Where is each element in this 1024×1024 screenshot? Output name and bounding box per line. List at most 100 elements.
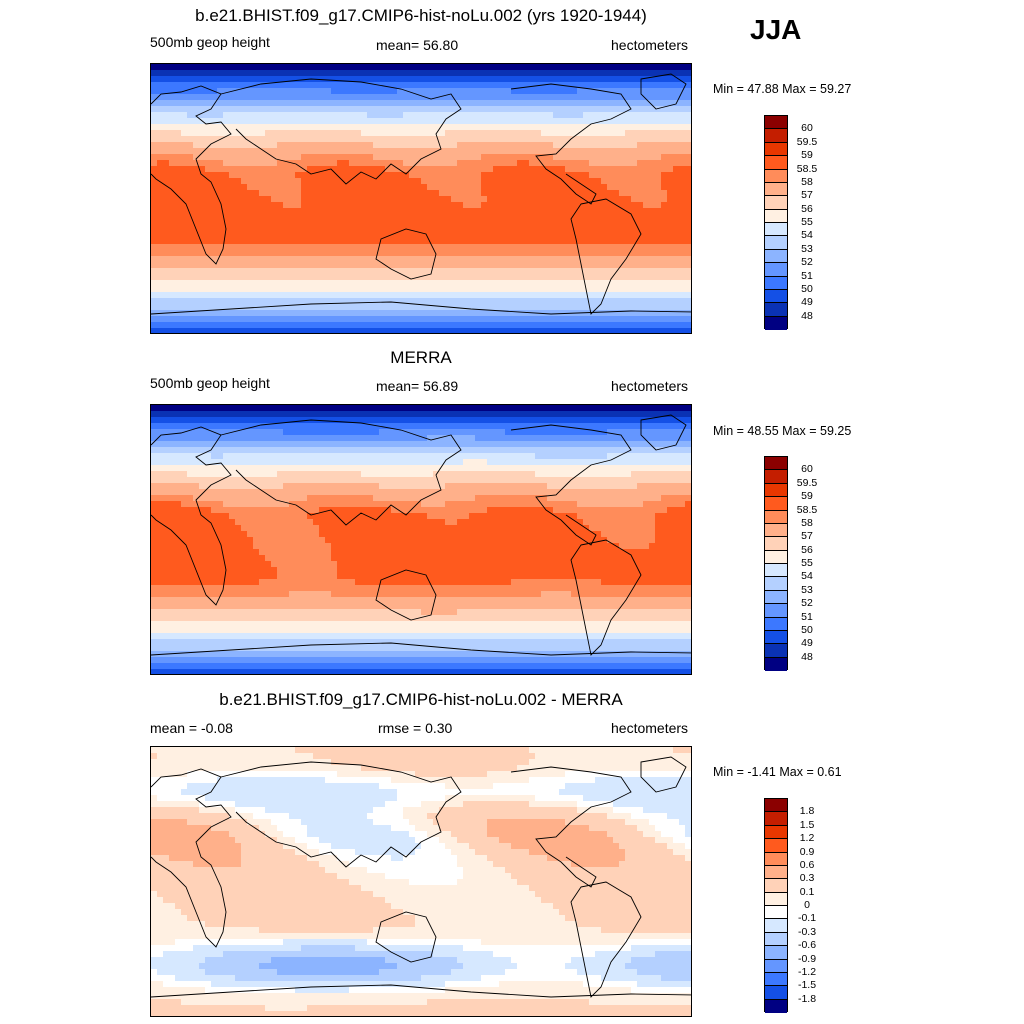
- panel-2-left-label: 500mb geop height: [150, 375, 270, 391]
- colorbar-swatch: [765, 657, 787, 671]
- colorbar-swatch: [765, 523, 787, 538]
- colorbar-tick-label: 57: [801, 530, 813, 543]
- colorbar-swatch: [765, 590, 787, 605]
- panel-3-map: [150, 746, 692, 1017]
- colorbar-swatch: [765, 865, 787, 880]
- colorbar-swatch: [765, 142, 787, 157]
- contour-field: [151, 405, 691, 674]
- colorbar-swatch: [765, 799, 787, 813]
- colorbar-swatch: [765, 236, 787, 250]
- colorbar-swatch: [765, 617, 787, 631]
- colorbar-tick-label: 52: [801, 256, 813, 269]
- panel-2-colorbar-ticks: 60 59.5 59 58.5 58 57 56 55 54 53 52 51 50 49 48: [792, 456, 832, 670]
- colorbar-swatch: [765, 959, 787, 973]
- panel-2-map: [150, 404, 692, 675]
- colorbar-tick-label: 59: [801, 490, 813, 503]
- colorbar-tick-label: 60: [801, 122, 813, 135]
- coastlines: [151, 73, 691, 315]
- panel-3-title: b.e21.BHIST.f09_g17.CMIP6-hist-noLu.002 …: [219, 690, 623, 709]
- colorbar-tick-label: 51: [801, 269, 813, 282]
- colorbar-tick-label: 59.5: [796, 476, 818, 489]
- season-label: JJA: [750, 14, 802, 45]
- colorbar-tick-label: 53: [801, 242, 813, 255]
- colorbar-tick-label: 55: [801, 216, 813, 228]
- colorbar-tick-label: -1.8: [797, 992, 817, 1005]
- colorbar-tick-label: 1.2: [799, 832, 815, 845]
- colorbar-tick-label: 1.8: [799, 805, 815, 818]
- panel-2-title: MERRA: [390, 348, 452, 367]
- colorbar-tick-label: 0: [804, 899, 810, 911]
- colorbar-swatch: [765, 483, 787, 498]
- colorbar-tick-label: 56: [801, 543, 813, 556]
- colorbar-swatch: [765, 999, 787, 1013]
- contour-field: [151, 64, 691, 333]
- colorbar-swatch: [765, 116, 787, 130]
- colorbar-tick-label: 54: [801, 570, 813, 583]
- colorbar-swatch: [765, 986, 787, 1000]
- colorbar-swatch: [765, 457, 787, 471]
- colorbar-swatch: [765, 919, 787, 933]
- colorbar-tick-label: -1.5: [797, 979, 817, 992]
- colorbar-swatch: [765, 879, 787, 893]
- colorbar-tick-label: 0.1: [799, 885, 815, 898]
- colorbar-swatch: [765, 276, 787, 290]
- panel-2-center-label: mean= 56.89: [376, 378, 459, 394]
- colorbar-swatch: [765, 196, 787, 210]
- panel-1-colorbar: [764, 115, 788, 330]
- colorbar-tick-label: 54: [801, 229, 813, 242]
- colorbar-tick-label: 1.5: [799, 818, 815, 831]
- coastlines: [151, 756, 691, 998]
- colorbar-tick-label: 58.5: [796, 503, 818, 516]
- colorbar-swatch: [765, 497, 787, 511]
- panel-3-minmax: Min = -1.41 Max = 0.61: [713, 765, 842, 779]
- colorbar-tick-label: -0.6: [797, 939, 817, 952]
- colorbar-swatch: [765, 550, 787, 564]
- colorbar-tick-label: 49: [801, 637, 813, 650]
- coastlines: [151, 414, 691, 656]
- panel-2-right-label: hectometers: [611, 378, 689, 394]
- panel-3-center-label: rmse = 0.30: [378, 720, 453, 736]
- colorbar-tick-label: 58.5: [796, 162, 818, 175]
- colorbar-swatch: [765, 316, 787, 330]
- colorbar-tick-label: 48: [801, 650, 813, 663]
- colorbar-swatch: [765, 263, 787, 277]
- panel-1-colorbar-ticks: 60 59.5 59 58.5 58 57 56 55 54 53 52 51 50 49 48: [792, 115, 832, 329]
- colorbar-tick-label: 49: [801, 296, 813, 309]
- panel-1-minmax: Min = 47.88 Max = 59.27: [713, 82, 852, 96]
- panel-3-left-label: mean = -0.08: [150, 720, 233, 736]
- colorbar-swatch: [765, 577, 787, 591]
- colorbar-tick-label: 59: [801, 149, 813, 162]
- colorbar-swatch: [765, 906, 787, 920]
- colorbar-swatch: [765, 932, 787, 947]
- colorbar-swatch: [765, 510, 787, 524]
- colorbar-swatch: [765, 946, 787, 960]
- colorbar-tick-label: 0.3: [799, 872, 815, 885]
- colorbar-swatch: [765, 852, 787, 866]
- colorbar-tick-label: 48: [801, 309, 813, 322]
- colorbar-tick-label: 51: [801, 610, 813, 623]
- colorbar-tick-label: 50: [801, 282, 813, 295]
- colorbar-swatch: [765, 223, 787, 237]
- colorbar-tick-label: 60: [801, 463, 813, 476]
- colorbar-swatch: [765, 892, 787, 906]
- colorbar-tick-label: 0.6: [799, 858, 815, 871]
- colorbar-tick-label: -0.3: [797, 925, 817, 938]
- colorbar-tick-label: -1.2: [797, 965, 817, 978]
- colorbar-swatch: [765, 972, 787, 987]
- colorbar-swatch: [765, 644, 787, 658]
- colorbar-swatch: [765, 537, 787, 551]
- colorbar-swatch: [765, 470, 787, 484]
- contour-field: [151, 747, 691, 1016]
- panel-2-colorbar: [764, 456, 788, 671]
- colorbar-swatch: [765, 825, 787, 840]
- colorbar-swatch: [765, 289, 787, 304]
- panel-3-right-label: hectometers: [611, 720, 689, 736]
- colorbar-swatch: [765, 839, 787, 853]
- panel-1-map: [150, 63, 692, 334]
- colorbar-swatch: [765, 169, 787, 183]
- colorbar-tick-label: 56: [801, 202, 813, 215]
- colorbar-tick-label: 55: [801, 557, 813, 569]
- colorbar-swatch: [765, 564, 787, 578]
- colorbar-tick-label: -0.1: [797, 912, 817, 925]
- colorbar-swatch: [765, 630, 787, 645]
